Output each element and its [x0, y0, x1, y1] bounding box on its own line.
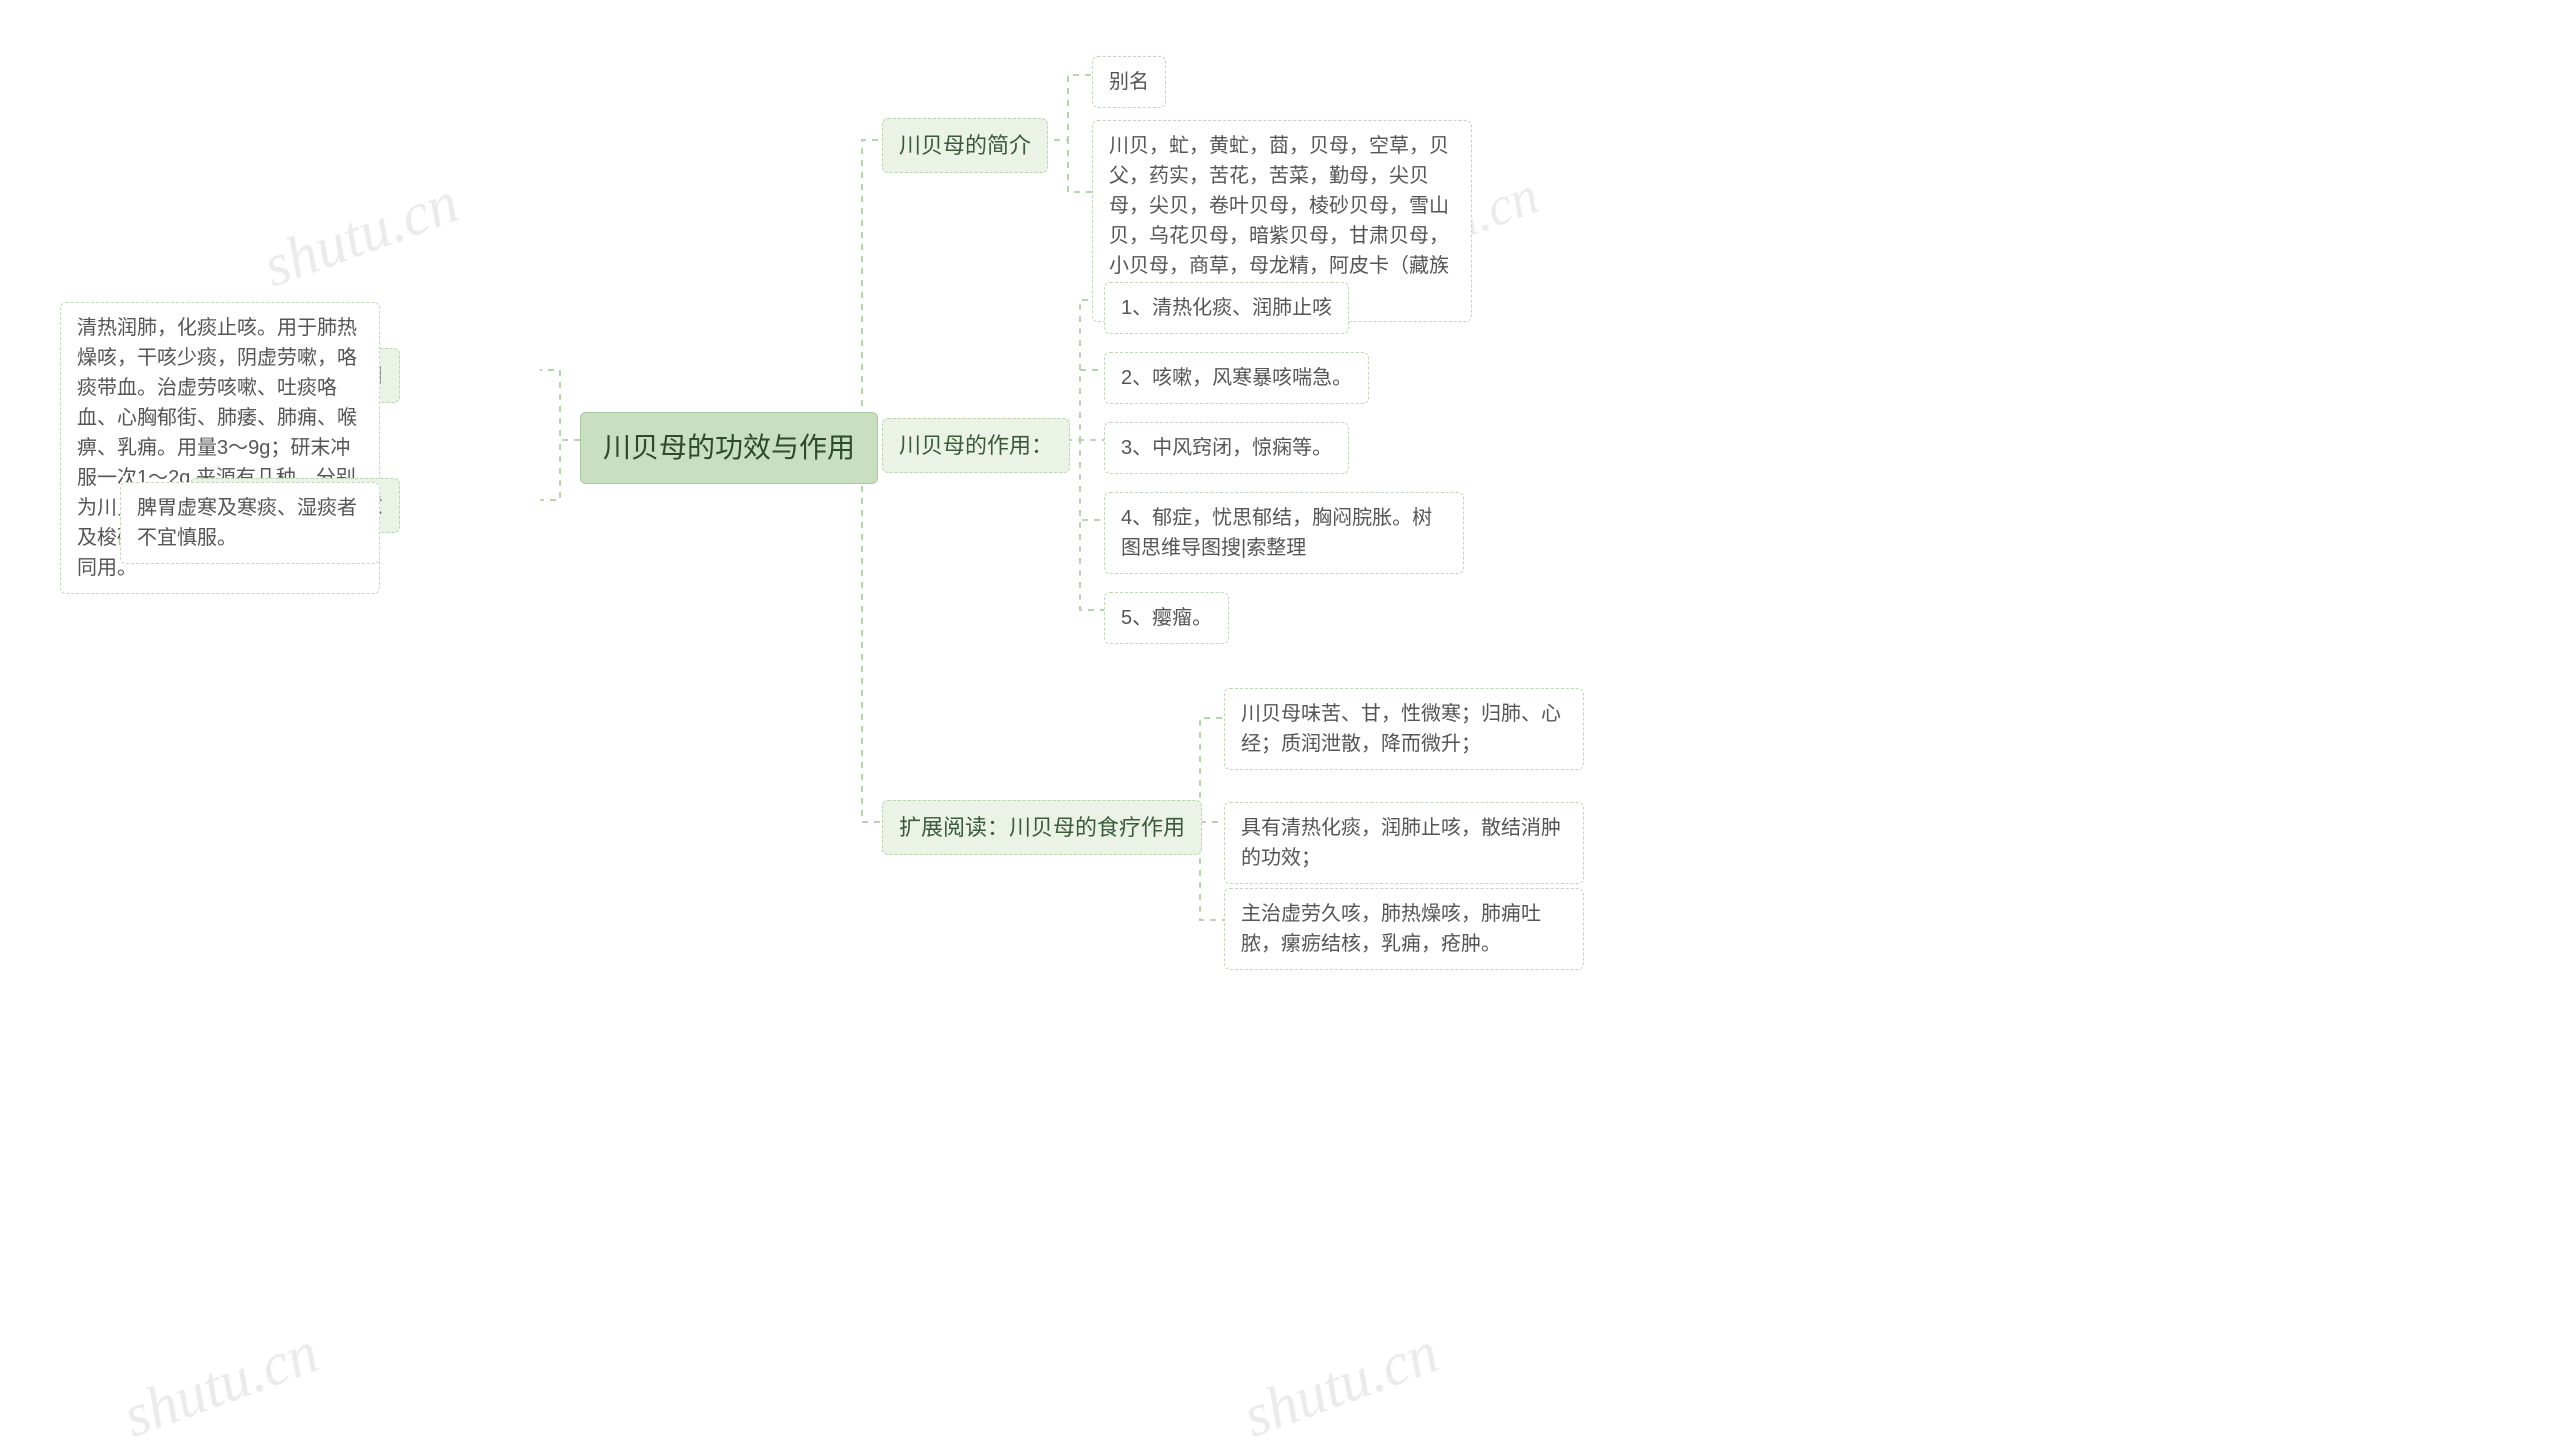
right-leaf-func-5: 5、瘿瘤。	[1104, 592, 1229, 644]
left-leaf-caution-detail: 脾胃虚寒及寒痰、湿痰者不宜慎服。	[120, 482, 380, 564]
watermark: shutu.cn	[1234, 1318, 1447, 1451]
right-branch-extended[interactable]: 扩展阅读：川贝母的食疗作用	[882, 800, 1202, 855]
right-leaf-func-4: 4、郁症，忧思郁结，胸闷脘胀。树图思维导图搜|索整理	[1104, 492, 1464, 574]
right-leaf-ext-3: 主治虚劳久咳，肺热燥咳，肺痈吐脓，瘰疬结核，乳痈，疮肿。	[1224, 888, 1584, 970]
right-leaf-func-2: 2、咳嗽，风寒暴咳喘急。	[1104, 352, 1369, 404]
root-node[interactable]: 川贝母的功效与作用	[580, 412, 878, 484]
right-leaf-ext-2: 具有清热化痰，润肺止咳，散结消肿的功效；	[1224, 802, 1584, 884]
right-branch-function[interactable]: 川贝母的作用：	[882, 418, 1070, 473]
watermark: shutu.cn	[254, 168, 467, 302]
right-leaf-func-1: 1、清热化痰、润肺止咳	[1104, 282, 1349, 334]
right-leaf-ext-1: 川贝母味苦、甘，性微寒；归肺、心经；质润泄散，降而微升；	[1224, 688, 1584, 770]
right-leaf-func-3: 3、中风窍闭，惊痫等。	[1104, 422, 1349, 474]
right-leaf-alias-title: 别名	[1092, 56, 1166, 108]
mindmap-canvas: shutu.cn 树图 shutu.cn shutu.cn shutu.cn 川…	[0, 0, 2560, 1442]
right-branch-intro[interactable]: 川贝母的简介	[882, 118, 1048, 173]
watermark: shutu.cn	[114, 1318, 327, 1451]
